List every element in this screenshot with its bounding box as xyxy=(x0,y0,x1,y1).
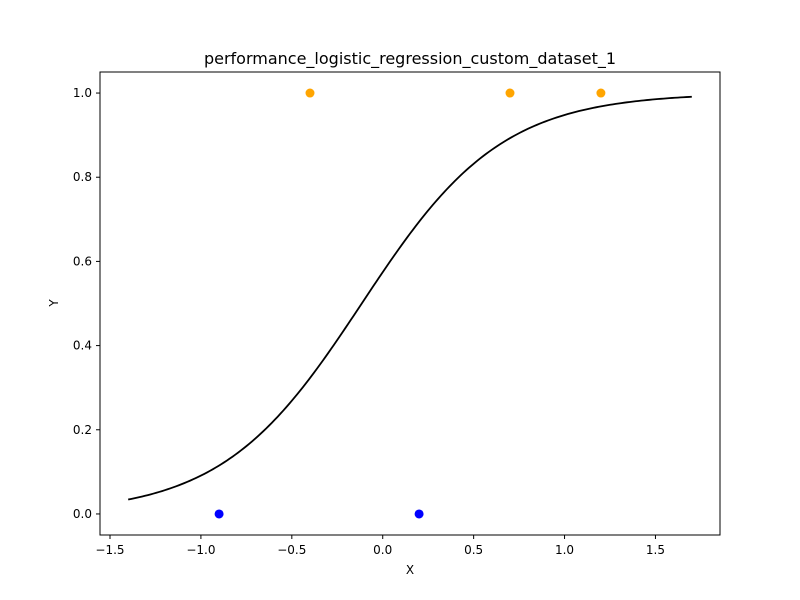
x-tick-label: 1.0 xyxy=(555,543,574,557)
data-point-0-0 xyxy=(305,88,315,98)
y-tick-label: 0.6 xyxy=(73,254,92,268)
y-axis: 0.0 0.2 0.4 0.6 0.8 1.0 xyxy=(73,86,100,521)
x-tick-label: 1.5 xyxy=(646,543,665,557)
x-tick-label: −1.5 xyxy=(95,543,124,557)
data-point-1-1 xyxy=(414,509,424,519)
y-tick-label: 0.8 xyxy=(73,170,92,184)
fitted-curve-line xyxy=(128,95,692,501)
x-tick-label: 0.5 xyxy=(464,543,483,557)
x-axis: −1.5 −1.0 −0.5 0.0 0.5 1.0 1.5 xyxy=(95,535,665,557)
y-tick-label: 0.4 xyxy=(73,339,92,353)
data-point-0-1 xyxy=(505,88,515,98)
y-axis-label: Y xyxy=(47,299,61,308)
data-point-1-0 xyxy=(214,509,224,519)
y-tick-label: 0.0 xyxy=(73,507,92,521)
plot-layer xyxy=(128,88,692,519)
x-tick-label: −1.0 xyxy=(186,543,215,557)
y-tick-label: 1.0 xyxy=(73,86,92,100)
x-axis-label: X xyxy=(406,563,414,577)
plot-frame xyxy=(99,71,721,536)
data-point-0-2 xyxy=(596,88,606,98)
chart-title: performance_logistic_regression_custom_d… xyxy=(204,49,616,69)
x-tick-label: −0.5 xyxy=(277,543,306,557)
y-tick-label: 0.2 xyxy=(73,423,92,437)
x-tick-label: 0.0 xyxy=(373,543,392,557)
